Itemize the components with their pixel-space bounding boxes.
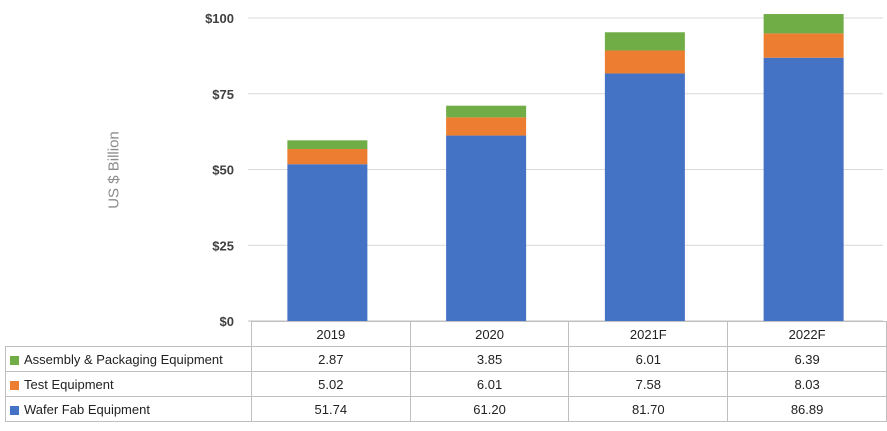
category-header: 2019	[250, 321, 411, 347]
bar-segment	[446, 135, 527, 321]
legend-label: Assembly & Packaging Equipment	[24, 351, 223, 367]
table-cell: 6.01	[409, 371, 570, 397]
y-tick-label: $100	[205, 11, 234, 26]
data-table-header-row: 2019 2020 2021F 2022F	[5, 321, 887, 347]
table-cell: 5.02	[250, 371, 411, 397]
bar-segment	[446, 117, 527, 136]
table-cell: 2.87	[250, 346, 411, 372]
y-tick-label: $25	[212, 238, 234, 253]
bar-segment	[763, 57, 844, 322]
table-cell: 61.20	[409, 396, 570, 422]
bar-segment	[287, 140, 368, 150]
data-table: 2019 2020 2021F 2022F Assembly & Packagi…	[5, 321, 887, 422]
legend-entry: Assembly & Packaging Equipment	[5, 346, 252, 372]
table-cell: 51.74	[250, 396, 411, 422]
table-cell: 8.03	[727, 371, 887, 397]
table-cell: 3.85	[409, 346, 570, 372]
legend-swatch	[10, 405, 19, 415]
table-cell: 7.58	[568, 371, 729, 397]
bar-segment	[446, 105, 527, 118]
legend-entry: Test Equipment	[5, 371, 252, 397]
data-table-row-wafer-fab: Wafer Fab Equipment 51.74 61.20 81.70 86…	[5, 396, 887, 422]
legend-label: Wafer Fab Equipment	[24, 401, 150, 417]
table-cell: 81.70	[568, 396, 729, 422]
bar-segment	[287, 164, 368, 321]
category-header: 2020	[409, 321, 570, 347]
table-cell: 6.01	[568, 346, 729, 372]
bar-segment	[604, 73, 685, 321]
legend-entry: Wafer Fab Equipment	[5, 396, 252, 422]
bar-segment	[763, 33, 844, 58]
data-table-corner	[5, 321, 252, 347]
table-cell: 6.39	[727, 346, 887, 372]
table-cell: 86.89	[727, 396, 887, 422]
bar-segment	[604, 32, 685, 51]
data-table-row-assembly-packaging: Assembly & Packaging Equipment 2.87 3.85…	[5, 346, 887, 372]
bar-segment	[763, 14, 844, 34]
y-tick-label: $75	[212, 87, 234, 102]
legend-swatch	[10, 380, 19, 390]
legend-swatch	[10, 355, 19, 365]
y-tick-label: $50	[212, 163, 234, 178]
data-table-row-test-equipment: Test Equipment 5.02 6.01 7.58 8.03	[5, 371, 887, 397]
category-header: 2021F	[568, 321, 729, 347]
bar-segment	[604, 50, 685, 74]
legend-label: Test Equipment	[24, 376, 114, 392]
category-header: 2022F	[727, 321, 887, 347]
bar-segment	[287, 149, 368, 165]
